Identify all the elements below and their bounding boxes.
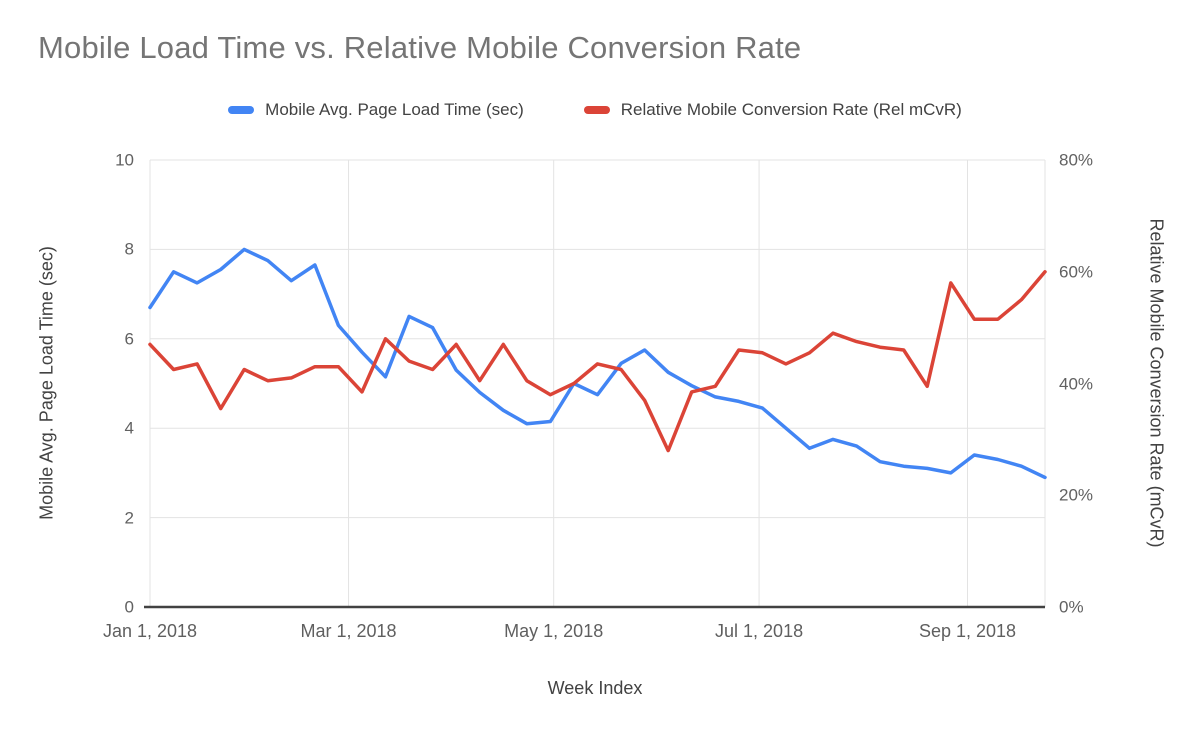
legend-label: Relative Mobile Conversion Rate (Rel mCv… — [620, 100, 962, 119]
x-axis-title: Week Index — [547, 678, 643, 698]
legend-item-0[interactable]: Mobile Avg. Page Load Time (sec) — [228, 100, 524, 120]
chart-title: Mobile Load Time vs. Relative Mobile Con… — [38, 30, 802, 65]
legend: Mobile Avg. Page Load Time (sec) Relative… — [145, 100, 1045, 120]
legend-item-1[interactable]: Relative Mobile Conversion Rate (Rel mCv… — [583, 100, 962, 120]
series-line-0 — [148, 247, 1047, 480]
legend-swatch-icon — [583, 106, 610, 114]
legend-swatch-icon — [228, 106, 255, 114]
legend-label: Mobile Avg. Page Load Time (sec) — [265, 100, 524, 119]
series-line-1 — [148, 270, 1047, 453]
